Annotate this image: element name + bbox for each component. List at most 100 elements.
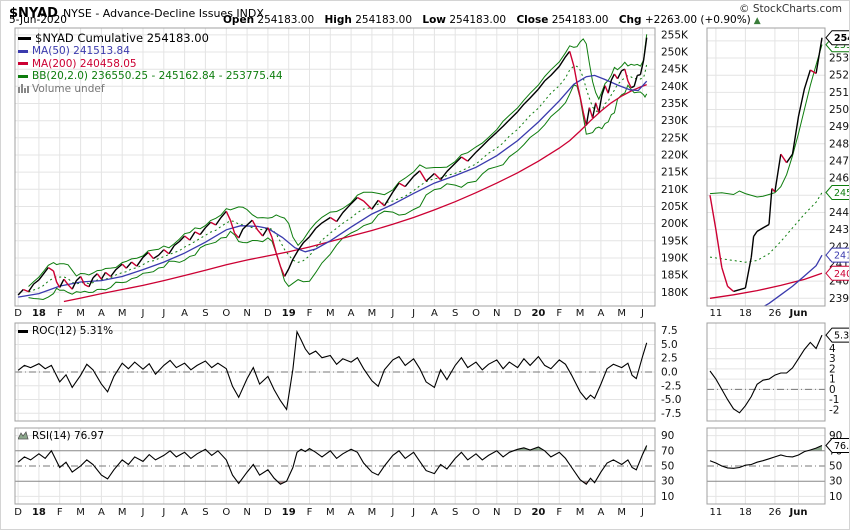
rsi-x-tick-label: D — [14, 507, 22, 518]
main-x-tick-label: S — [452, 308, 458, 319]
roc_zoom-callout-box — [825, 327, 849, 343]
main-y-tick-label: 235K — [661, 98, 689, 110]
rsi-x-tick-label: S — [202, 507, 208, 518]
roc_zoom-callout-label: 5.31 — [834, 331, 850, 342]
rsi-x-tick-label: M — [576, 507, 585, 518]
rsi-x-tick-label: A — [431, 507, 438, 518]
price-swatch — [18, 37, 31, 40]
rsi-x-tick-label: S — [452, 507, 458, 518]
rsi-x-tick-label: D — [264, 507, 272, 518]
zoom-callout-label: 241513.8 — [834, 251, 850, 262]
roc-zoom-line — [709, 334, 823, 414]
rsi-x-tick-label: J — [390, 507, 394, 518]
rsi-x-tick-label: O — [222, 507, 230, 518]
rsi-x-tick-label: F — [556, 507, 562, 518]
main-y-tick-label: 200K — [661, 218, 689, 230]
rsi_zoom-x-tick-label: Jun — [789, 507, 808, 518]
main-x-tick-label: M — [118, 308, 127, 319]
volume-legend: Volume undef — [18, 83, 283, 96]
zoom-callout-box — [825, 247, 849, 263]
low-label: Low — [422, 14, 446, 26]
main-y-tick-label: 255K — [661, 29, 689, 41]
zoom-x-tick-label: 18 — [739, 308, 752, 319]
zoom-x-tick-label: 11 — [710, 308, 723, 319]
area-icon — [17, 431, 29, 440]
roc_zoom-y-tick-label: -1 — [829, 394, 839, 406]
roc-plot-border — [14, 322, 656, 422]
rsi-y-tick-label: 90 — [661, 430, 674, 442]
main-y-tick-label: 245K — [661, 64, 689, 76]
close-label: Close — [516, 14, 549, 26]
rsi_zoom-overbought-fill — [807, 445, 822, 451]
roc-legend: ROC(12) 5.31% — [18, 325, 113, 338]
rsi-x-tick-label: M — [617, 507, 626, 518]
zoom-ma50-line — [763, 254, 823, 306]
main-x-tick-label: N — [493, 308, 500, 319]
bb-mid-line — [28, 63, 648, 293]
rsi-y-tick-label: 10 — [661, 491, 674, 503]
roc_zoom-y-tick-label: 1 — [829, 374, 836, 386]
main-x-tick-label: A — [181, 308, 188, 319]
ma200-legend-label: MA(200) 240458.05 — [32, 57, 137, 70]
rsi-legend-row: RSI(14) 76.97 — [17, 430, 105, 443]
roc-y-tick-label: -5.0 — [661, 394, 682, 406]
bb-swatch — [18, 74, 28, 78]
price-line-down — [23, 51, 632, 293]
change-value: +2263.00 (+0.90%) — [644, 14, 751, 26]
zoom-callout-label: 240458.0 — [834, 269, 850, 280]
roc-y-tick-label: 7.5 — [661, 325, 678, 337]
rsi-zoom-line — [709, 444, 823, 469]
roc_zoom-y-tick-label: 2 — [829, 363, 836, 375]
rsi-x-tick-label: J — [411, 507, 415, 518]
main-x-tick-label: O — [222, 308, 230, 319]
rsi-legend-label: RSI(14) 76.97 — [32, 430, 105, 442]
zoom-callout-box — [825, 185, 849, 200]
bb-lower-line — [28, 84, 648, 301]
rsi-x-tick-label: J — [161, 507, 165, 518]
rsi-y-tick-label: 70 — [661, 445, 674, 457]
rsi-line — [17, 445, 648, 485]
roc_zoom-plot-border — [706, 322, 826, 422]
rsi-x-tick-label: 18 — [32, 507, 46, 518]
rsi_zoom-plot-border — [706, 427, 826, 505]
symbol-label: $NYAD — [9, 6, 58, 21]
bb-upper-line — [28, 34, 648, 287]
main-y-tick-label: 240K — [661, 81, 689, 93]
main-y-tick-label: 250K — [661, 47, 689, 59]
roc-line — [17, 329, 648, 411]
main-y-tick-label: 215K — [661, 167, 689, 179]
index-title: NYSE - Advance-Decline Issues INDX — [62, 7, 264, 20]
zoom-y-tick-label: 251K — [829, 87, 850, 99]
main-y-tick-label: 195K — [661, 235, 689, 247]
roc_zoom-y-tick-label: 4 — [829, 343, 836, 355]
main-x-tick-label: M — [576, 308, 585, 319]
zoom-y-tick-label: 253K — [829, 53, 850, 65]
rsi-x-tick-label: M — [326, 507, 335, 518]
roc-y-tick-label: 5.0 — [661, 339, 678, 351]
roc-legend-label: ROC(12) 5.31% — [32, 325, 114, 337]
zoom-callout-label: 245162.8 — [834, 188, 850, 199]
roc-y-tick-label: -2.5 — [661, 380, 682, 392]
rsi_zoom-oversold-fill — [710, 428, 822, 468]
roc-y-tick-label: 2.5 — [661, 353, 678, 365]
main-x-tick-label: M — [368, 308, 377, 319]
rsi-x-tick-label: 20 — [531, 507, 545, 518]
rsi-x-tick-label: A — [181, 507, 188, 518]
rsi-x-tick-label: D — [514, 507, 522, 518]
rsi-x-tick-label: J — [640, 507, 644, 518]
main-x-tick-label: J — [141, 308, 145, 319]
main-x-tick-label: J — [640, 308, 644, 319]
up-triangle-icon: ▲ — [753, 16, 761, 26]
rsi-x-tick-label: N — [493, 507, 500, 518]
rsi-x-tick-label: N — [243, 507, 250, 518]
main-y-tick-label: 180K — [661, 287, 689, 299]
main-x-tick-label: F — [556, 308, 562, 319]
zoom-y-tick-label: 252K — [829, 70, 850, 82]
rsi-x-tick-label: F — [307, 507, 313, 518]
rsi_zoom-x-tick-label: 26 — [769, 507, 782, 518]
ma50-legend-label: MA(50) 241513.84 — [32, 45, 130, 57]
zoom-bb-upper-line — [709, 44, 823, 198]
ma50-line — [17, 74, 648, 298]
high-label: High — [324, 14, 352, 26]
